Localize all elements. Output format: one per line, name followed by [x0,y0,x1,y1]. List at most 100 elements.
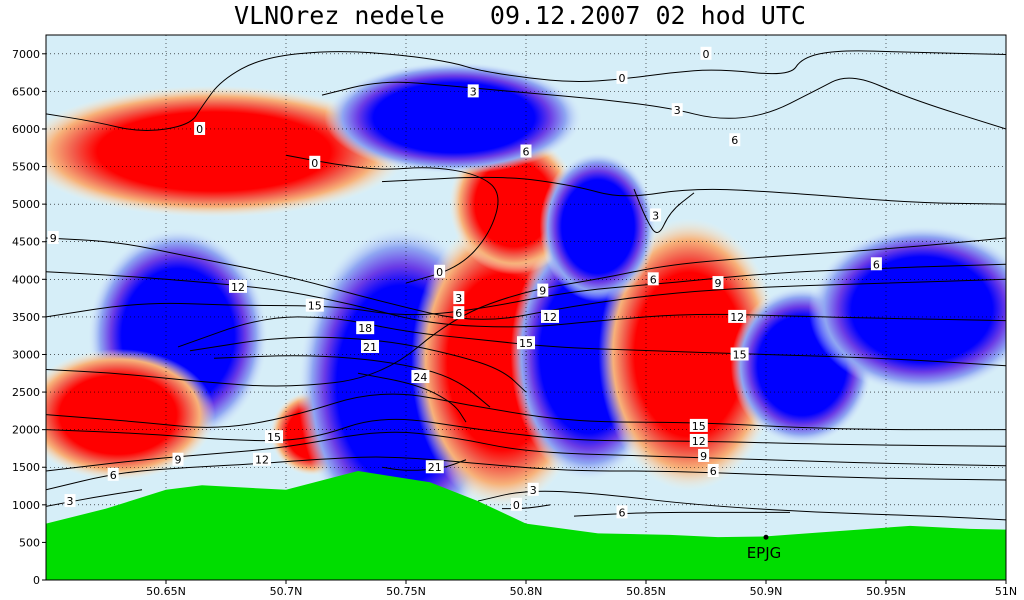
contour-label: 3 [530,484,537,497]
contour-label-background [707,464,719,477]
contour-label: 3 [674,104,681,117]
contour-label-background [64,494,76,508]
contour-line-6 [381,176,1006,205]
contour-line-3 [633,188,695,233]
contour-label: 0 [436,266,443,279]
contour-label-background [616,70,628,84]
contour-line-9 [46,237,1006,320]
contour-label: 0 [703,48,710,61]
shaded-cell-positive [46,85,409,218]
contour-line-3 [477,490,1006,521]
contour-label-background [730,347,749,361]
x-tick-label: 50.85N [626,585,666,598]
contour-label-background [425,460,444,474]
contour-label: 15 [692,420,706,433]
y-tick-label: 5000 [12,198,40,211]
contour-label-background [689,433,708,447]
contour-label-background [541,309,559,323]
y-tick-label: 6500 [12,85,40,98]
contour-label-background [616,505,628,519]
station-dot [763,534,769,540]
contour-line-15 [177,316,1006,367]
contour-label-background [517,336,535,350]
y-tick-label: 0 [33,574,40,587]
terrain-profile [46,471,1006,580]
contour-line-12 [46,271,1006,328]
contour-label: 0 [619,72,626,85]
y-tick-label: 5500 [12,161,40,174]
contour-line-24 [357,372,467,423]
contour-label-background [309,155,321,169]
contour-label: 3 [455,292,462,305]
x-tick-label: 50.9N [750,585,783,598]
shaded-cell-negative [808,224,1006,394]
contour-line-15 [46,393,1006,431]
contour-label: 9 [700,450,707,463]
x-tick-label: 51N [995,585,1017,598]
x-tick-label: 50.95N [866,585,906,598]
station-label: EPJG [747,544,782,562]
contour-line-3 [46,237,1006,387]
contour-label-background [698,448,710,462]
y-axis: 0 500 1000 1500 2000 2500 3000 3500 4000 4500 5000… [12,48,46,587]
y-tick-label: 6000 [12,123,40,136]
contour-label: 12 [543,311,557,324]
contour-label-background [265,430,283,444]
contour-label: 15 [267,431,281,444]
y-tick-label: 1000 [12,499,40,512]
contour-label: 21 [428,461,442,474]
y-tick-label: 2000 [12,424,40,437]
y-tick-label: 1500 [12,461,40,474]
y-tick-label: 4500 [12,236,40,249]
x-tick-label: 50.8N [510,585,543,598]
y-tick-label: 3500 [12,311,40,324]
x-tick-label: 50.75N [386,585,426,598]
contour-label: 6 [731,134,738,147]
contour-label-background [510,497,522,511]
contour-label: 6 [873,258,880,271]
contour-label-background [712,276,724,290]
contour-label: 24 [413,371,427,384]
shaded-cell-positive [46,348,216,481]
contour-label-background [647,272,659,286]
contour-label: 12 [730,311,744,324]
contour-label: 0 [196,123,203,136]
contour-label-background [520,144,532,158]
contour-label-background [47,230,59,244]
contour-label: 12 [692,435,706,448]
shaded-cell-negative [324,61,584,175]
contour-label-background [434,264,446,278]
station-marker: EPJG [747,534,782,562]
contour-label: 18 [358,322,372,335]
contour-line-21 [213,355,491,408]
contour-line-12 [46,418,1006,447]
contour-label-background [453,291,465,305]
contour-label: 3 [67,495,74,508]
y-tick-label: 2500 [12,386,40,399]
shaded-cell-negative [539,151,657,302]
contour-label: 12 [255,454,269,467]
contour-label-background [172,452,184,466]
contour-label-background [729,133,741,147]
contour-label: 9 [175,454,182,467]
contour-label-background [671,103,683,117]
contour-line-0 [285,154,499,284]
x-tick-label: 50.65N [146,585,186,598]
contour-line-9 [46,431,1006,472]
contour-label: 15 [308,300,322,313]
contour-line-0 [46,50,1006,131]
contour-label-background [700,46,712,60]
contour-label: 15 [519,337,533,350]
x-tick-label: 50.7N [270,585,303,598]
chart-title: VLNOrez nedele 09.12.2007 02 hod UTC [234,1,806,30]
contour-label-background [356,321,375,335]
contour-label-background [537,283,549,297]
contour-label: 21 [363,341,377,354]
contour-label-background [107,467,119,481]
contour-label: 6 [523,146,530,159]
contour-label: 9 [50,232,57,245]
contour-label-background [229,279,247,293]
contour-label: 9 [539,285,546,298]
